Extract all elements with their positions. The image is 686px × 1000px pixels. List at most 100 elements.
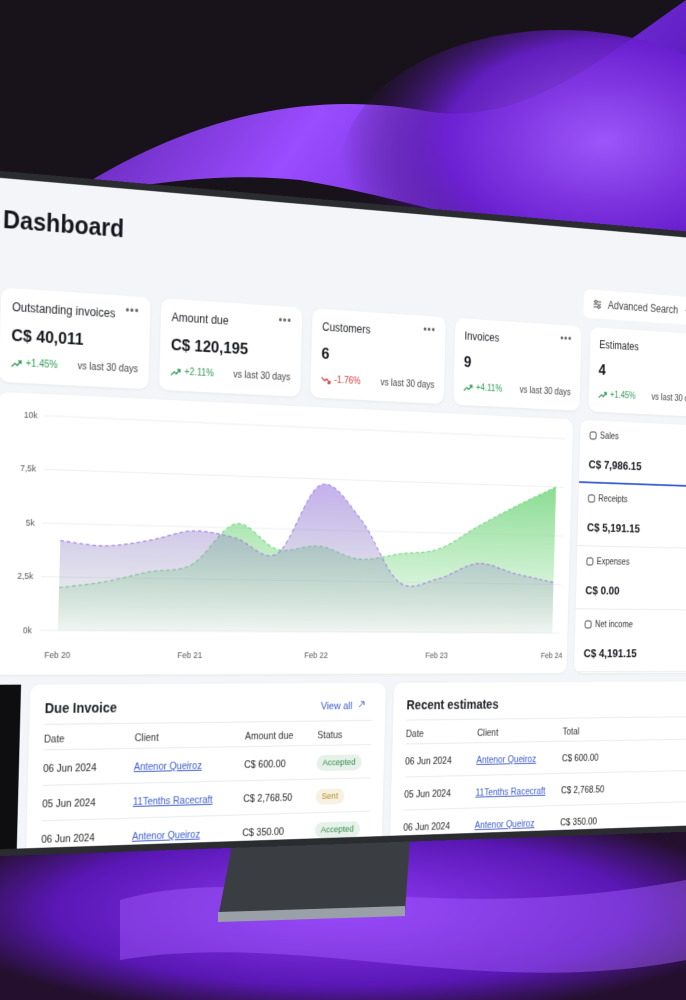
recent-estimates-card: Recent estimates Date Client Total 06 Jun 20… xyxy=(389,681,686,857)
stat-value: 4 xyxy=(598,361,606,379)
column-header: Status xyxy=(317,730,342,742)
status-badge: Accepted xyxy=(315,821,360,838)
cell-amount: C$ 600.00 xyxy=(562,753,599,764)
view-all-link[interactable]: View all xyxy=(321,700,366,712)
summary-label: Net income xyxy=(595,620,633,630)
search-label: Advanced Search xyxy=(608,299,679,316)
summary-label: Expenses xyxy=(597,557,630,567)
row-divider xyxy=(405,770,686,778)
y-tick-label: 0k xyxy=(23,625,33,635)
summary-label: Receipts xyxy=(598,494,627,505)
stat-period: vs last 30 days xyxy=(380,378,434,391)
stat-change-value: +1.45% xyxy=(610,390,636,401)
chart-card: 0k 2,5k 5k 7,5k 10k Feb 20 Feb 21 Feb 22 Feb 23 F… xyxy=(0,392,573,675)
trend-icon xyxy=(321,376,331,384)
trend-icon xyxy=(11,359,23,368)
more-menu[interactable]: ••• xyxy=(125,304,139,318)
x-tick-label: Feb 21 xyxy=(177,650,202,660)
summary-icon xyxy=(584,620,592,629)
column-header: Date xyxy=(406,729,424,740)
trend-arrow xyxy=(599,392,607,398)
cell-client[interactable]: Antenor Queiroz xyxy=(476,754,536,766)
summary-icon xyxy=(589,431,597,440)
stat-change-value: +2.11% xyxy=(184,367,214,379)
row-divider xyxy=(406,716,686,720)
stat-change: +4.11% xyxy=(463,382,502,394)
x-tick-label: Feb 24 xyxy=(541,651,563,660)
page-title: Dashboard xyxy=(3,206,125,244)
trend-arrow xyxy=(322,377,331,383)
cell-client[interactable]: Antenor Queiroz xyxy=(132,829,200,843)
trend-icon xyxy=(463,384,473,392)
trend-icon xyxy=(170,368,181,376)
grid-line xyxy=(44,469,564,487)
stat-title: Estimates xyxy=(599,338,639,353)
stat-title: Customers xyxy=(322,320,371,336)
cell-date: 06 Jun 2024 xyxy=(41,832,95,846)
row-divider xyxy=(44,744,372,750)
summary-item[interactable]: Expenses C$ 0.00 xyxy=(576,546,686,610)
more-menu[interactable]: ••• xyxy=(423,323,436,337)
advanced-search[interactable]: Advanced Search xyxy=(583,289,686,325)
stat-change: +2.11% xyxy=(170,366,214,379)
row-divider xyxy=(44,720,372,725)
cell-date: 05 Jun 2024 xyxy=(404,788,451,800)
stat-change-value: -1.76% xyxy=(334,375,361,387)
row-divider xyxy=(43,777,371,785)
y-tick-label: 5k xyxy=(26,518,36,528)
cell-date: 06 Jun 2024 xyxy=(43,762,97,775)
more-menu[interactable]: ••• xyxy=(560,332,572,345)
grid-line xyxy=(45,416,565,439)
cell-client[interactable]: Antenor Queiroz xyxy=(475,818,535,831)
stat-period: vs last 30 days xyxy=(78,361,139,375)
cell-date: 06 Jun 2024 xyxy=(405,755,452,767)
summary-icon xyxy=(586,557,594,566)
y-tick-label: 7,5k xyxy=(20,463,37,474)
stat-period: vs last 30 days xyxy=(233,370,290,383)
stat-period: vs last 30 days xyxy=(520,385,571,398)
summary-value: C$ 0.00 xyxy=(585,584,620,598)
filter-icon xyxy=(593,299,602,310)
cell-date: 05 Jun 2024 xyxy=(42,797,96,810)
summary-item[interactable]: Net income C$ 4,191.15 xyxy=(574,609,686,672)
summary-label: Sales xyxy=(600,431,619,442)
chart: 0k 2,5k 5k 7,5k 10k Feb 20 Feb 21 Feb 22 Feb 23 F… xyxy=(0,392,573,675)
summary-item[interactable]: Receipts C$ 5,191.15 xyxy=(577,483,686,549)
cell-amount: C$ 2,768.50 xyxy=(243,792,292,805)
summary-item[interactable]: Sales C$ 7,986.15 xyxy=(579,420,686,488)
icon-shape xyxy=(588,495,594,502)
stat-value: C$ 40,011 xyxy=(11,326,84,350)
cell-client[interactable]: 11Tenths Racecraft xyxy=(475,786,545,799)
summary-panel: Sales C$ 7,986.15 Receipts C$ 5,191.15 Expen… xyxy=(574,420,686,673)
summary-value: C$ 4,191.15 xyxy=(583,647,636,660)
stat-value: 6 xyxy=(321,345,329,364)
link-arrow xyxy=(357,700,366,709)
stat-change: -1.76% xyxy=(321,375,361,387)
x-tick-label: Feb 23 xyxy=(425,651,448,660)
cell-client[interactable]: Antenor Queiroz xyxy=(134,760,202,773)
stat-value: 9 xyxy=(464,353,472,372)
stat-card: Outstanding invoices ••• C$ 40,011 +1.45% vs… xyxy=(0,287,151,389)
column-header: Amount due xyxy=(245,730,294,742)
row-divider xyxy=(406,739,686,745)
cell-amount: C$ 350.00 xyxy=(242,826,284,839)
trend-arrow xyxy=(171,369,180,375)
stat-card: Amount due ••• C$ 120,195 +2.11% vs last 30 … xyxy=(159,298,302,397)
stat-change: +1.45% xyxy=(598,390,636,402)
status-badge: Accepted xyxy=(316,754,361,771)
stat-title: Invoices xyxy=(464,329,499,344)
summary-value: C$ 7,986.15 xyxy=(588,458,641,473)
stat-title: Outstanding invoices xyxy=(12,300,116,320)
column-header: Client xyxy=(477,728,498,739)
trend-arrow xyxy=(464,385,472,391)
y-tick-label: 2,5k xyxy=(17,571,34,581)
more-menu[interactable]: ••• xyxy=(278,314,292,328)
cell-client[interactable]: 11Tenths Racecraft xyxy=(133,794,213,808)
trend-arrow xyxy=(12,360,22,366)
icon-shape xyxy=(587,558,593,565)
stat-title: Amount due xyxy=(171,310,228,327)
stat-card: Invoices ••• 9 +4.11% vs last 30 days xyxy=(453,318,581,411)
stat-card: Estimates•••4+1.45%vs last 30 days xyxy=(588,327,686,417)
row-divider xyxy=(404,801,686,811)
cell-amount: C$ 350.00 xyxy=(560,816,597,828)
